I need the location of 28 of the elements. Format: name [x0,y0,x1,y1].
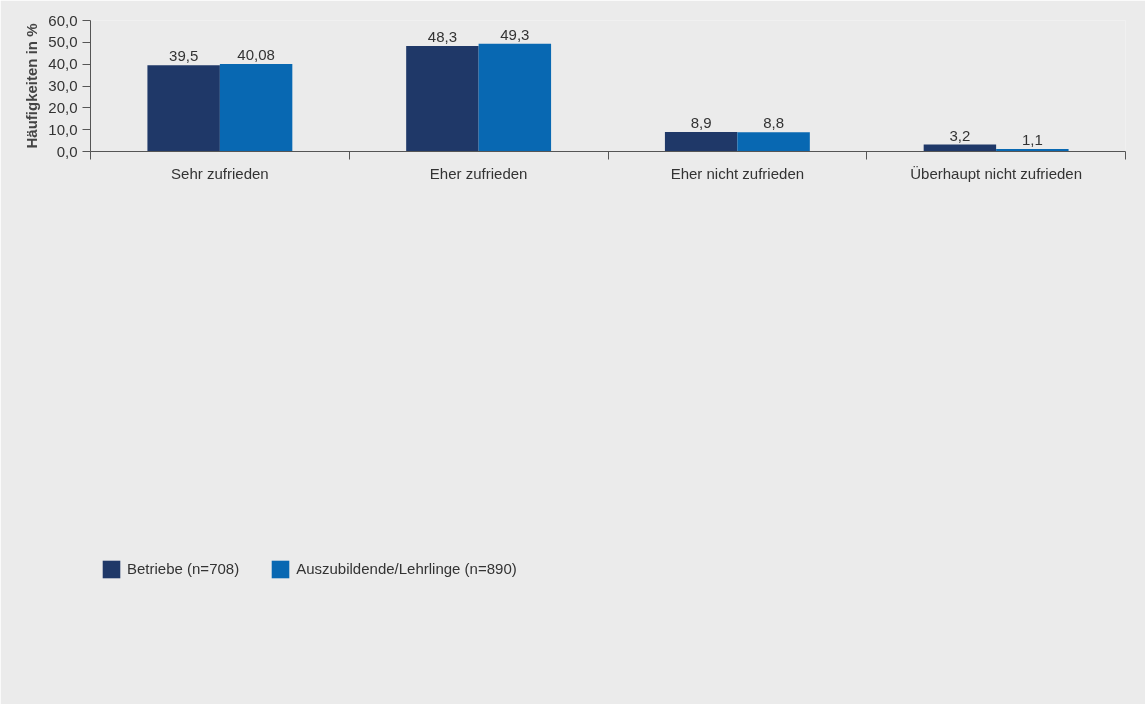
data-label: 40,08 [237,45,275,63]
bar [406,46,479,152]
y-tick-label: 60,0 [48,11,78,29]
x-tick-label: Überhaupt nicht zufrieden [910,164,1083,182]
data-label: 8,9 [690,114,712,132]
bar [478,43,552,152]
data-label: 49,3 [500,25,530,43]
x-tick-label: Sehr zufrieden [171,164,269,182]
bar [737,132,810,152]
y-tick-label: 20,0 [48,98,78,116]
y-axis-title: Häufigkeiten in % [23,23,41,149]
data-label: 3,2 [949,126,971,144]
data-label: 1,1 [1021,131,1043,149]
bar [219,63,293,152]
data-label: 39,5 [169,47,199,65]
y-tick-label: 10,0 [48,120,78,138]
bar [664,132,738,152]
y-tick-label: 40,0 [48,55,78,73]
data-label: 48,3 [427,28,458,46]
bar [147,65,220,152]
y-tick-label: 50,0 [48,33,78,51]
y-tick-label: 0,0 [56,142,78,160]
x-tick-label: Eher nicht zufrieden [670,164,805,182]
x-tick-label: Eher zufrieden [429,164,528,182]
legend-label: Betriebe (n=708) [127,560,240,577]
y-tick-label: 30,0 [48,77,78,94]
legend-label: Auszubildende/Lehrlinge (n=890) [296,560,517,577]
data-label: 8,8 [763,114,785,132]
